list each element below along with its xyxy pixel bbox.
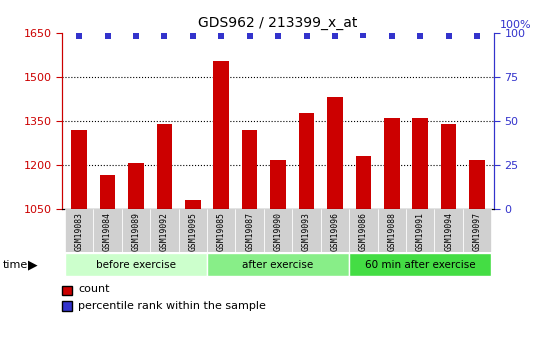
Bar [377,209,406,252]
Point [416,33,424,39]
Bar [349,209,377,252]
Point [245,33,254,39]
Point [388,33,396,39]
Bar [207,253,349,276]
Text: 60 min after exercise: 60 min after exercise [365,260,476,270]
Title: GDS962 / 213399_x_at: GDS962 / 213399_x_at [198,16,358,30]
Bar [179,209,207,252]
Bar [327,97,343,209]
Point [132,33,140,39]
Point [103,33,112,39]
Bar [406,209,434,252]
Bar [299,114,314,209]
Point [444,33,453,39]
Bar [292,209,321,252]
Text: GSM19085: GSM19085 [217,212,226,251]
Bar [65,209,93,252]
Text: after exercise: after exercise [242,260,314,270]
Point [274,33,282,39]
Bar [321,209,349,252]
Point [188,33,197,39]
Bar [93,209,122,252]
Point [160,33,168,39]
Text: GSM19090: GSM19090 [274,212,282,251]
Point [359,32,368,37]
Point [217,33,226,39]
Bar [65,253,207,276]
Text: 100%: 100% [500,20,531,30]
Text: GSM19094: GSM19094 [444,212,453,251]
Text: ▶: ▶ [28,258,38,272]
Bar [469,160,485,209]
Bar [441,124,456,209]
Text: GSM19083: GSM19083 [75,212,84,251]
Text: GSM19084: GSM19084 [103,212,112,251]
Point [75,33,84,39]
Bar [150,209,179,252]
Bar [384,118,400,209]
Text: GSM19096: GSM19096 [330,212,340,251]
Bar [271,160,286,209]
Text: GSM19093: GSM19093 [302,212,311,251]
Point [330,33,339,39]
Bar [355,156,371,209]
Text: before exercise: before exercise [96,260,176,270]
Text: time: time [3,260,28,270]
Bar [235,209,264,252]
Bar [71,129,87,209]
Bar [157,124,172,209]
Text: GSM19089: GSM19089 [132,212,140,251]
Text: count: count [78,284,110,294]
Bar [122,209,150,252]
Bar [207,209,235,252]
Text: GSM19087: GSM19087 [245,212,254,251]
Text: GSM19092: GSM19092 [160,212,169,251]
Bar [128,163,144,209]
Bar [463,209,491,252]
Text: GSM19086: GSM19086 [359,212,368,251]
Point [302,33,311,39]
Bar [413,118,428,209]
Text: GSM19091: GSM19091 [416,212,424,251]
Bar [264,209,292,252]
Text: GSM19097: GSM19097 [472,212,482,251]
Text: percentile rank within the sample: percentile rank within the sample [78,301,266,311]
Bar [242,129,258,209]
Text: GSM19095: GSM19095 [188,212,197,251]
Bar [434,209,463,252]
Bar [213,61,229,209]
Text: GSM19088: GSM19088 [387,212,396,251]
Bar [185,200,201,209]
Point [472,33,481,39]
Bar [349,253,491,276]
Bar [100,175,116,209]
